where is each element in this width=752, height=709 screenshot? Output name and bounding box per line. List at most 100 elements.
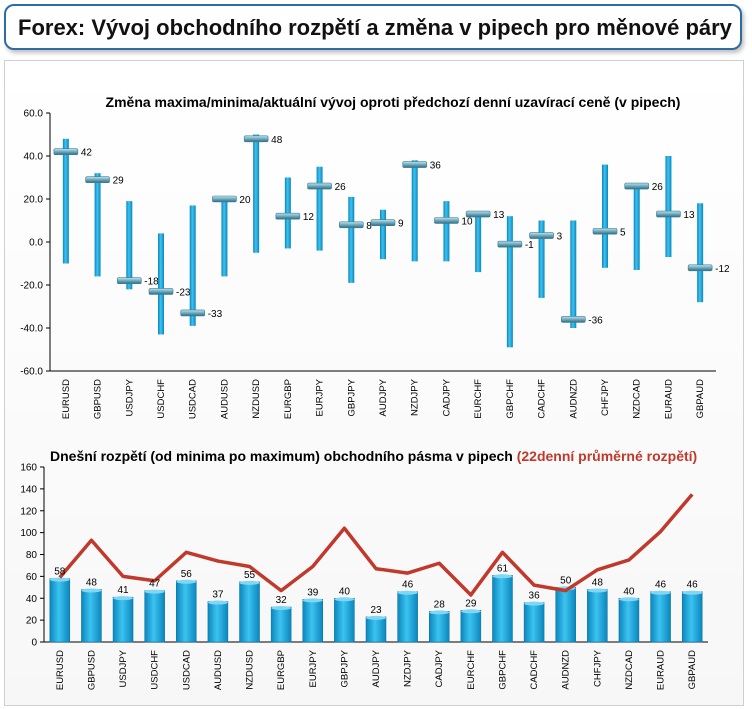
current-value-label: -1 [525, 240, 534, 251]
chart2-y-tick-label: 100 [20, 528, 37, 539]
current-value-label: 3 [557, 232, 563, 243]
current-marker-eurchf [465, 210, 491, 218]
chart2-category-label: USDJPY [118, 649, 129, 687]
current-marker-gbpusd [85, 176, 110, 183]
average-range-line [58, 493, 694, 597]
bar-value-label: 40 [339, 586, 351, 597]
current-value-label: 36 [430, 161, 442, 172]
current-marker-eurusd [53, 148, 79, 155]
current-marker-usdchf [148, 288, 174, 295]
bar-top-cap [492, 574, 513, 579]
chart1-category-label: AUDNZD [568, 379, 579, 419]
chart2-category-label: CADJPY [434, 649, 445, 687]
bar-top-cap [81, 588, 102, 593]
current-value-label: 5 [620, 227, 626, 238]
chart2-category-label: CADCHF [529, 650, 540, 690]
range-bar-gbpusd [81, 589, 102, 643]
current-marker-nzdjpy [402, 161, 428, 168]
range-bar-gbpaud [681, 591, 703, 643]
range-bar-usdchf [144, 590, 165, 643]
range-bar-gbpchf [492, 575, 513, 643]
range-bar-usdjpy [112, 596, 134, 643]
chart1-category-label: EURJPY [315, 378, 326, 416]
chart1-category-label: GBPAUD [695, 379, 706, 419]
chart1-y-tick-label: 60.0 [24, 109, 44, 120]
range-bar-eurgbp [270, 606, 292, 643]
chart2-y-tick-label: 160 [20, 463, 37, 474]
chart2-category-label: USDCAD [181, 650, 192, 690]
range-bar-usdcad [176, 580, 197, 643]
bar-value-label: 37 [212, 590, 224, 601]
bar-top-cap [49, 577, 70, 582]
chart1-title: Změna maxima/minima/aktuální vývoj oprot… [106, 94, 681, 110]
range-bar-gbpjpy [348, 196, 355, 283]
bar-value-label: 46 [402, 580, 414, 591]
chart2-y-tick-label: 0 [31, 638, 37, 649]
current-value-label: 10 [461, 217, 473, 228]
range-bar-chfjpy [602, 164, 608, 268]
range-bar-euraud [650, 591, 671, 643]
range-bar-eurusd [62, 138, 69, 264]
bar-top-cap [334, 597, 355, 602]
bar-top-cap [682, 590, 703, 595]
bar-top-cap [113, 596, 134, 601]
bar-value-label: 46 [687, 580, 699, 591]
chart2-category-label: GBPUSD [86, 650, 97, 690]
chart2-category-label: AUDUSD [213, 650, 224, 690]
range-bar-gbpaud [697, 203, 704, 303]
chart1-y-tick-label: 40.0 [24, 152, 44, 163]
bar-value-label: 39 [307, 587, 319, 598]
current-marker-gbpaud [687, 264, 713, 272]
current-value-label: 48 [271, 135, 283, 146]
bar-value-label: 32 [276, 595, 288, 606]
bar-top-cap [207, 600, 228, 605]
current-value-label: -33 [208, 309, 223, 320]
chart1-category-label: NZDUSD [251, 379, 262, 419]
page-title: Forex: Vývoj obchodního rozpětí a změna … [18, 15, 732, 40]
chart2-category-label: CHFJPY [592, 649, 603, 687]
chart1-y-tick-label: -60.0 [20, 367, 43, 378]
range-bar-cadchf [538, 220, 545, 298]
range-bar-eurjpy [302, 599, 324, 643]
bar-value-label: 55 [244, 570, 256, 581]
chart2-category-label: EURCHF [466, 650, 477, 690]
current-marker-eurjpy [307, 182, 332, 190]
range-bar-cadchf [523, 602, 545, 643]
range-bar-euraud [665, 156, 672, 258]
current-marker-eurgbp [275, 212, 301, 220]
chart1-category-label: CHFJPY [600, 378, 611, 416]
current-value-label: -12 [715, 264, 730, 275]
bar-value-label: 36 [529, 591, 541, 602]
range-bar-eurusd [49, 578, 71, 643]
range-bar-usdcad [189, 205, 196, 326]
range-bar-nzdcad [633, 183, 640, 270]
current-value-label: 26 [335, 182, 347, 193]
chart2-category-label: EURGBP [276, 650, 287, 690]
bar-top-cap [302, 598, 323, 603]
chart2-category-label: EURJPY [308, 649, 319, 687]
bar-value-label: 28 [434, 599, 446, 610]
range-bar-gbpchf [506, 216, 513, 348]
chart1-category-label: EURCHF [473, 379, 484, 419]
chart1-category-label: EURGBP [283, 379, 294, 419]
bar-top-cap [650, 590, 671, 595]
bar-top-cap [587, 588, 608, 593]
range-bar-cadjpy [443, 201, 450, 262]
current-marker-gbpchf [497, 240, 523, 248]
range-bar-audnzd [570, 220, 577, 328]
range-bar-eurchf [460, 610, 482, 643]
range-bar-audjpy [365, 616, 387, 643]
range-bar-eurchf [475, 211, 482, 273]
bar-value-label: 23 [370, 605, 382, 616]
chart1-category-label: CADJPY [441, 378, 452, 416]
range-bar-nzdusd [253, 134, 260, 253]
range-bar-audusd [221, 199, 228, 277]
chart2-category-label: AUDNZD [561, 650, 572, 690]
chart1-category-label: USDCHF [156, 379, 167, 419]
chart2-category-label: NZDUSD [245, 650, 256, 690]
bar-value-label: 46 [655, 580, 667, 591]
range-bar-nzdcad [618, 598, 640, 643]
current-marker-nzdusd [243, 135, 269, 143]
current-marker-cadjpy [434, 217, 459, 224]
chart1-category-label: AUDJPY [378, 378, 389, 416]
